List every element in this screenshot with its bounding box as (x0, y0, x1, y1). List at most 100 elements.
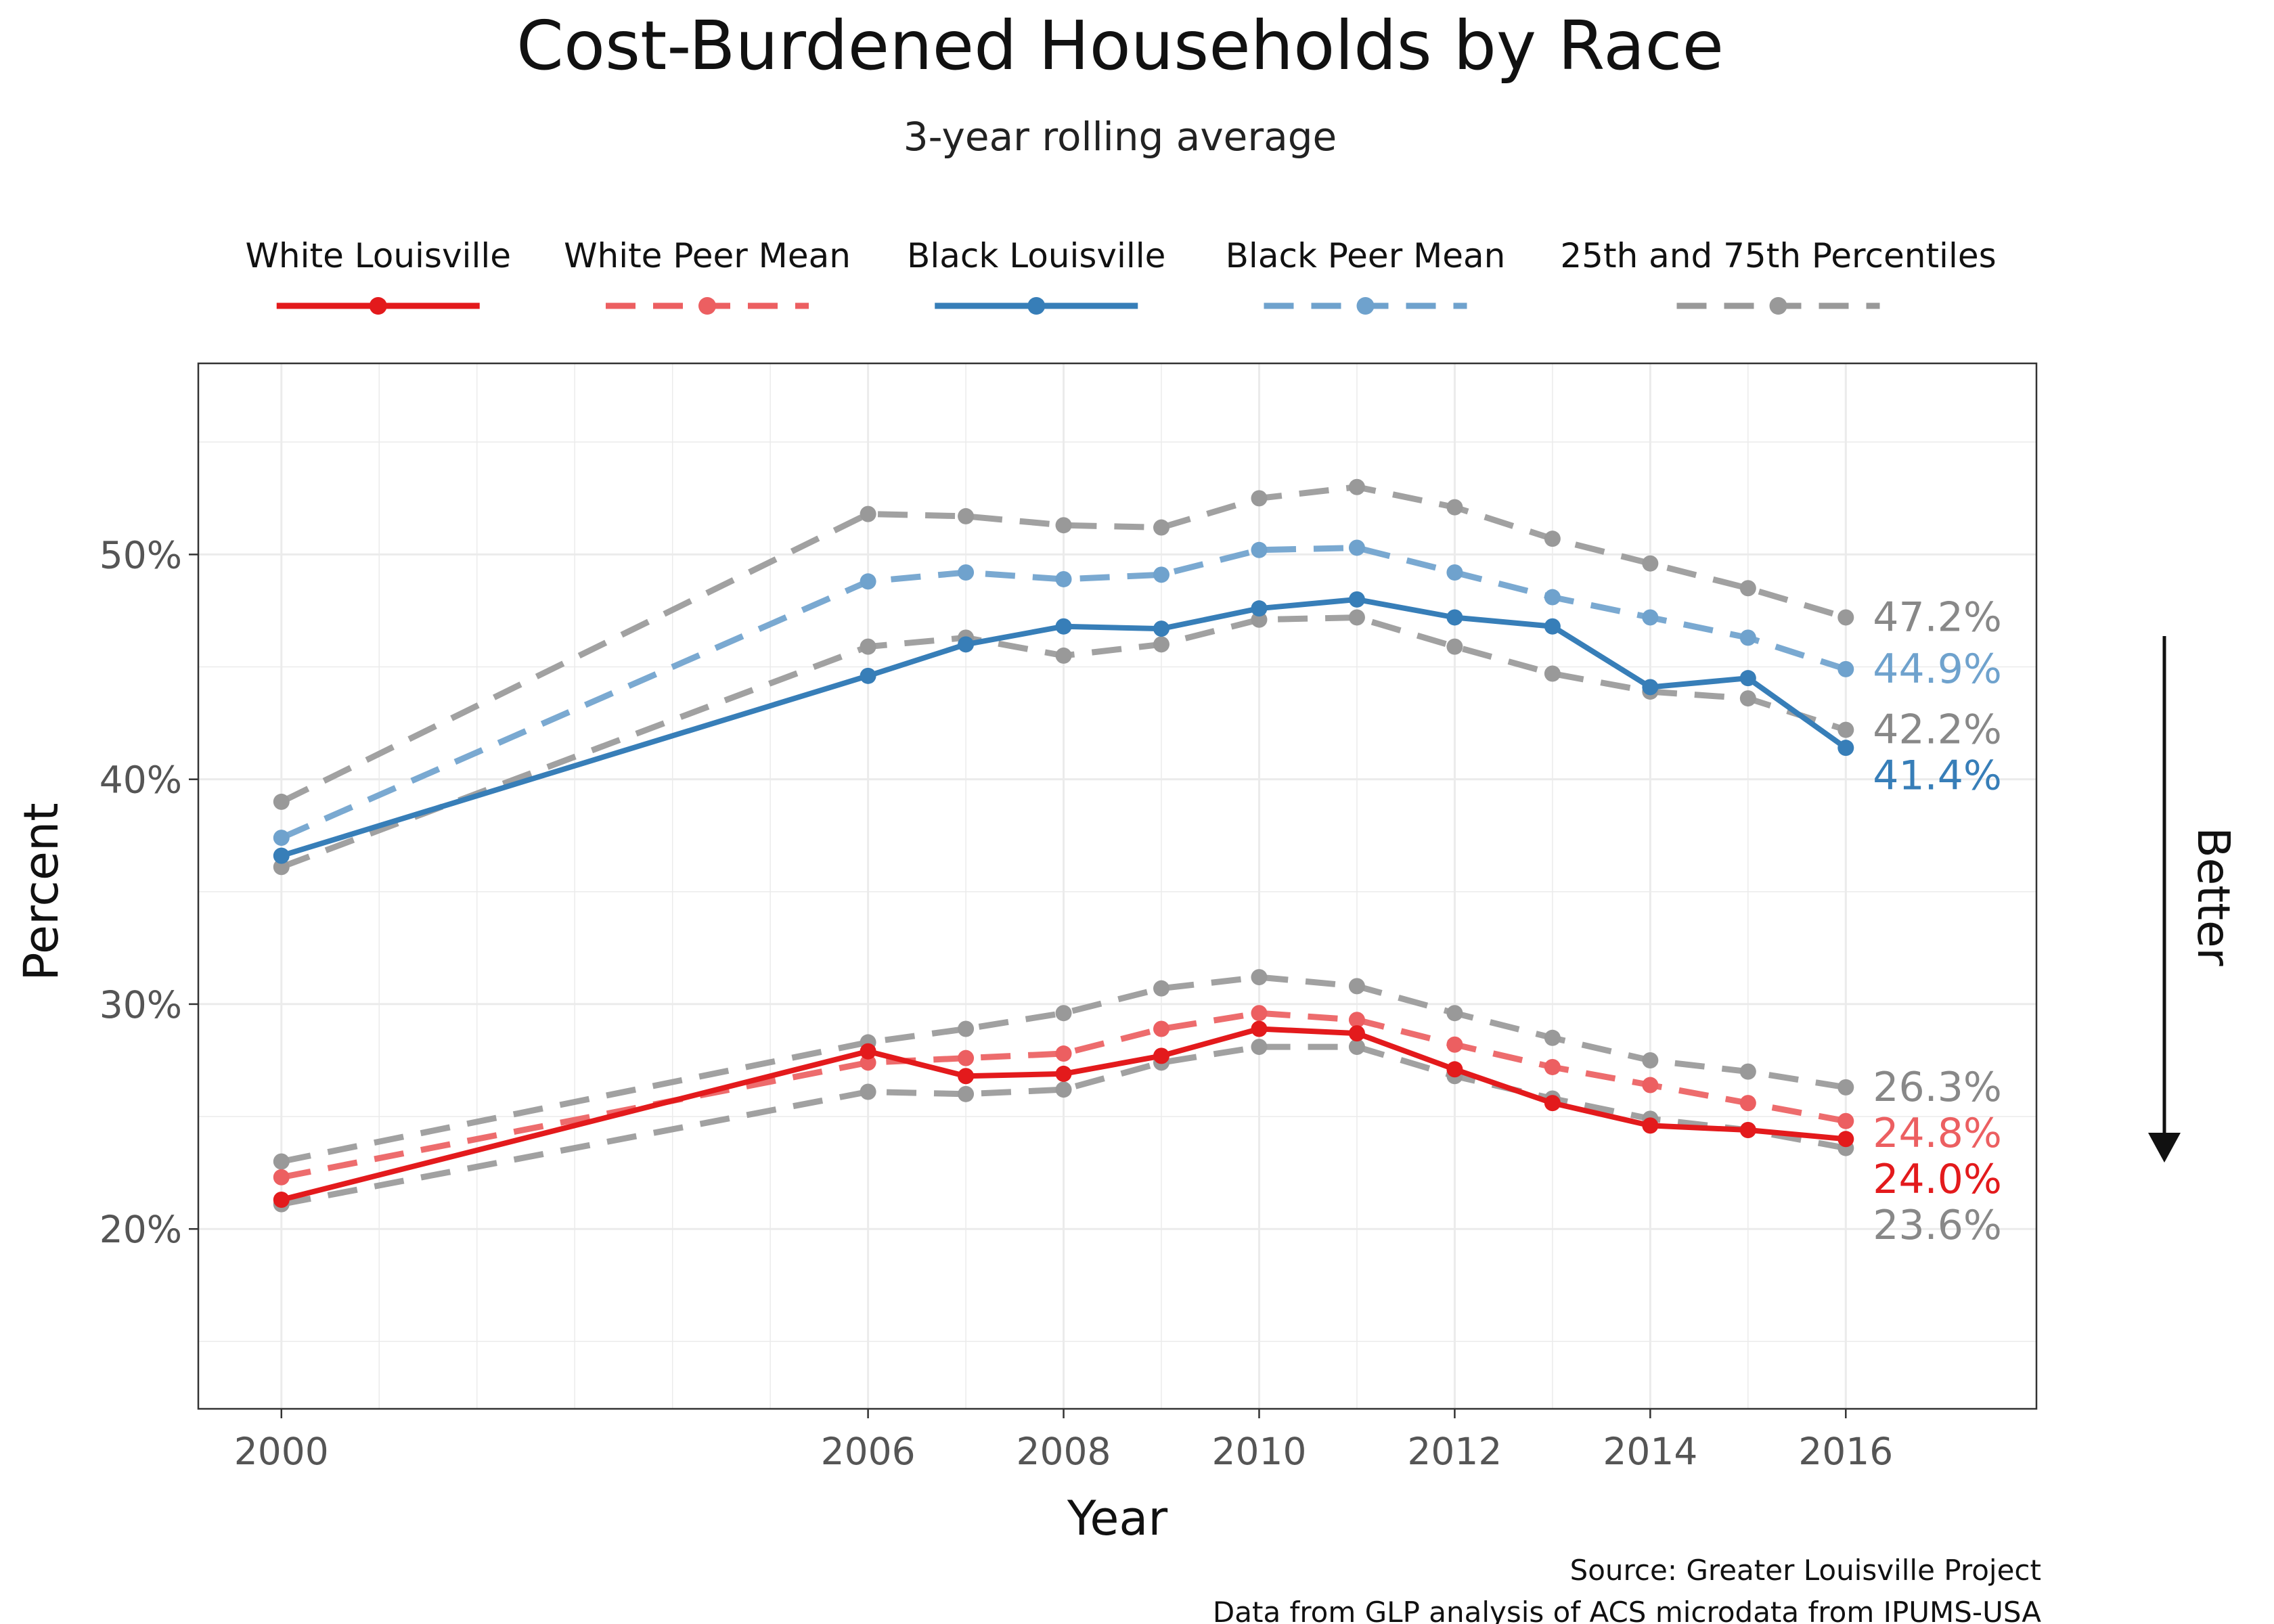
end-label-black_louisville: 41.4% (1873, 752, 2002, 800)
data-point-white_peer (1837, 1113, 1854, 1129)
data-point-black_peer (958, 564, 974, 581)
end-label-black_peer: 44.9% (1873, 646, 2002, 693)
data-point-white_peer (273, 1169, 290, 1186)
data-point-black_p75 (1251, 490, 1267, 506)
data-point-black_p75 (860, 506, 876, 522)
x-tick-label: 2006 (821, 1430, 916, 1473)
data-point-black_louisville (1446, 609, 1463, 625)
data-point-white_peer (1642, 1077, 1658, 1093)
data-point-black_p25 (1837, 722, 1854, 738)
data-point-white_peer (1251, 1005, 1267, 1021)
data-point-black_p75 (1349, 479, 1365, 495)
data-point-white_louisville (1056, 1066, 1072, 1082)
data-point-white_peer (1446, 1037, 1463, 1053)
data-point-white_p75 (1544, 1030, 1561, 1046)
end-label-white_louisville: 24.0% (1873, 1156, 2002, 1203)
data-point-black_peer (1642, 609, 1658, 625)
end-label-white_p25: 23.6% (1873, 1202, 2002, 1249)
x-tick-label: 2010 (1211, 1430, 1306, 1473)
data-point-black_louisville (1642, 679, 1658, 695)
data-point-black_p25 (1349, 609, 1365, 625)
data-point-black_p75 (1837, 609, 1854, 625)
data-point-white_p75 (1153, 980, 1169, 997)
data-point-black_peer (1349, 539, 1365, 556)
legend-item: Black Louisville (907, 236, 1165, 315)
source-line-1: Source: Greater Louisville Project (1570, 1554, 2041, 1587)
data-point-white_peer (1544, 1059, 1561, 1075)
data-point-white_louisville (1251, 1020, 1267, 1037)
y-axis: 20% 30% 40% 50% (99, 533, 198, 1251)
data-point-white_peer (1153, 1020, 1169, 1037)
data-point-black_louisville (1837, 740, 1854, 756)
data-point-white_p25 (860, 1084, 876, 1100)
x-tick-label: 2008 (1017, 1430, 1111, 1473)
data-point-white_p25 (1056, 1081, 1072, 1098)
data-point-black_louisville (1251, 600, 1267, 616)
x-tick-label: 2014 (1603, 1430, 1697, 1473)
legend-item: 25th and 75th Percentiles (1560, 236, 1996, 315)
data-point-black_p25 (1740, 690, 1756, 706)
data-point-black_p25 (1056, 648, 1072, 664)
data-point-white_peer (1740, 1095, 1756, 1111)
x-tick-label: 2012 (1407, 1430, 1502, 1473)
legend-label: Black Peer Mean (1226, 236, 1506, 275)
x-tick-label: 2000 (234, 1430, 329, 1473)
legend-key-point (370, 297, 387, 315)
y-tick-label: 20% (99, 1208, 182, 1251)
data-point-white_p75 (273, 1154, 290, 1170)
better-label: Better (2187, 827, 2239, 966)
data-point-white_p75 (958, 1020, 974, 1037)
chart-title: Cost-Burdened Households by Race (516, 6, 1724, 85)
data-point-black_peer (1837, 661, 1854, 677)
data-point-white_p75 (1056, 1005, 1072, 1021)
x-axis: 2000 2006 2008 2010 2012 2014 2016 (234, 1409, 1893, 1473)
end-label-black_p75: 47.2% (1873, 593, 2002, 641)
legend-label: 25th and 75th Percentiles (1560, 236, 1996, 275)
data-point-black_p25 (1544, 666, 1561, 682)
data-point-white_peer (958, 1050, 974, 1066)
legend-key-point (1027, 297, 1045, 315)
x-axis-title: Year (1067, 1491, 1167, 1546)
data-point-white_louisville (1740, 1122, 1756, 1138)
data-point-black_peer (1153, 566, 1169, 583)
data-point-black_louisville (1056, 618, 1072, 635)
data-point-black_p25 (1446, 639, 1463, 655)
legend-label: White Peer Mean (564, 236, 851, 275)
data-point-white_louisville (273, 1192, 290, 1208)
data-point-black_louisville (958, 636, 974, 652)
data-point-white_p25 (1251, 1039, 1267, 1055)
data-point-black_peer (860, 573, 876, 589)
data-point-black_louisville (1740, 670, 1756, 686)
data-point-white_p75 (1349, 978, 1365, 994)
data-point-black_p25 (860, 639, 876, 655)
data-point-white_p75 (1642, 1052, 1658, 1068)
data-point-black_peer (1446, 564, 1463, 581)
data-point-white_louisville (860, 1043, 876, 1060)
data-point-black_p75 (1544, 531, 1561, 547)
y-axis-title: Percent (14, 803, 69, 980)
data-point-black_p75 (1446, 499, 1463, 516)
data-point-black_p75 (273, 794, 290, 810)
data-point-white_p25 (958, 1086, 974, 1102)
data-point-black_peer (1740, 629, 1756, 646)
y-tick-label: 30% (99, 983, 182, 1027)
legend-item: Black Peer Mean (1226, 236, 1506, 315)
legend-label: White Louisville (245, 236, 511, 275)
data-point-black_peer (1251, 542, 1267, 558)
data-point-white_p75 (1446, 1005, 1463, 1021)
data-point-black_p75 (958, 508, 974, 524)
end-label-black_p25: 42.2% (1873, 706, 2002, 754)
legend-item: White Peer Mean (564, 236, 851, 315)
data-point-white_p75 (1251, 969, 1267, 985)
data-point-white_louisville (1153, 1047, 1169, 1064)
y-tick-label: 40% (99, 759, 182, 802)
data-point-black_p25 (1153, 636, 1169, 652)
legend-label: Black Louisville (907, 236, 1165, 275)
end-label-white_peer: 24.8% (1873, 1110, 2002, 1157)
chart-subtitle: 3-year rolling average (904, 114, 1337, 160)
legend: White Louisville White Peer Mean Black Lou… (245, 236, 1996, 315)
data-point-white_louisville (958, 1068, 974, 1084)
data-point-black_peer (273, 830, 290, 846)
better-arrow-head (2148, 1133, 2181, 1163)
